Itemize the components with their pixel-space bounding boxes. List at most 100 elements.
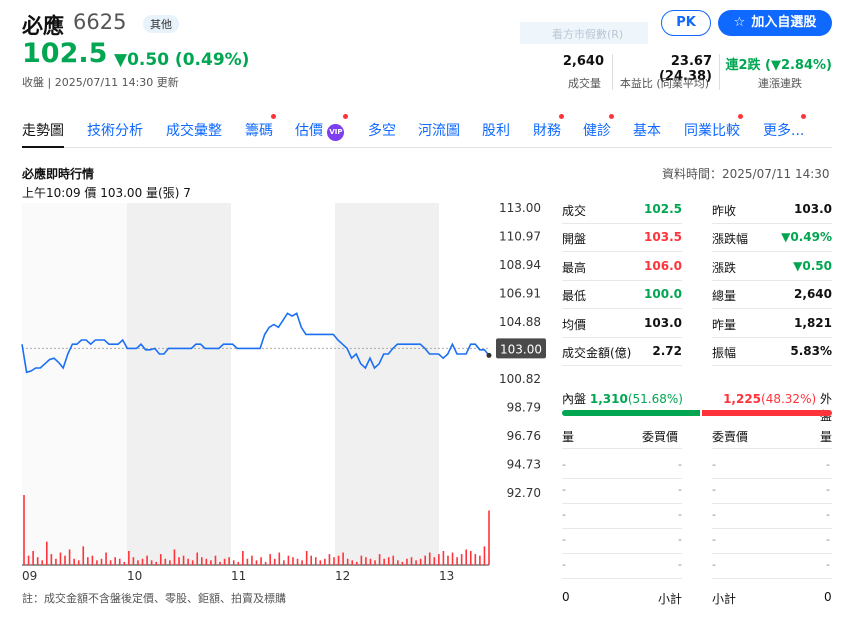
notification-dot	[559, 114, 564, 119]
y-tick-label: 108.94	[499, 258, 541, 272]
pk-button[interactable]: PK	[661, 10, 711, 36]
quote-label: 昨量	[712, 318, 737, 332]
volume-bar	[255, 560, 258, 565]
quote-label: 成交	[562, 204, 587, 218]
volume-bar	[114, 557, 116, 565]
volume-bar	[287, 555, 290, 565]
tab-label: 基本	[633, 123, 661, 139]
bid-price-cell: -	[678, 533, 682, 546]
tab-bar: 走勢圖 技術分析 成交彙整 籌碼 估價 VIP 多空 河流圖 股利 財務 健診 …	[22, 114, 832, 148]
add-watchlist-button[interactable]: ☆ 加入自選股	[718, 10, 832, 36]
outer-value: 1,225	[723, 392, 762, 406]
outer-ratio-bar	[702, 410, 832, 416]
volume-bar	[314, 557, 317, 565]
price-change: ▼0.50 (0.49%)	[114, 50, 250, 70]
vip-badge: VIP	[327, 124, 345, 141]
divider	[712, 528, 832, 529]
volume-bar	[310, 555, 313, 565]
volume-bar	[474, 554, 477, 565]
tab-label: 財務	[533, 123, 561, 139]
divider	[712, 578, 832, 579]
volume-bar	[433, 557, 436, 565]
tab-financial[interactable]: 財務	[533, 114, 564, 140]
tab-bull-bear[interactable]: 多空	[368, 120, 396, 140]
volume-bar	[137, 560, 139, 565]
tab-label: 同業比較	[684, 123, 740, 139]
last-price-tag	[496, 338, 546, 359]
ask-qty-cell: -	[826, 558, 830, 571]
volume-bar	[128, 551, 130, 565]
volume-bar	[328, 554, 331, 565]
volume-bar	[191, 560, 194, 565]
tab-basic[interactable]: 基本	[633, 120, 661, 140]
pe-ratio-value: 23.67 (24.38)	[658, 54, 712, 84]
volume-bar	[118, 558, 121, 565]
tab-trade-summary[interactable]: 成交彙整	[166, 120, 222, 140]
intraday-chart[interactable]: 113.00 110.97 108.94 106.91 104.88 103.00 100.…	[0, 0, 560, 623]
stat-divider	[719, 54, 720, 90]
volume-bar	[100, 558, 103, 565]
volume-bar	[59, 552, 62, 565]
volume-bar	[214, 555, 217, 565]
volume-bar	[27, 555, 30, 565]
bid-price-header: 委買價	[642, 430, 679, 444]
quote-row-last: 成交 102.5	[562, 196, 682, 224]
volume-bar	[324, 558, 326, 565]
ask-total-label: 小計	[712, 592, 737, 606]
stock-name: 必應	[22, 14, 64, 38]
volume-bar	[260, 557, 262, 565]
volume-bar	[55, 558, 57, 565]
bid-price-cell: -	[678, 508, 682, 521]
x-tick-label: 09	[22, 569, 37, 583]
tab-river-chart[interactable]: 河流圖	[418, 120, 460, 140]
divider	[712, 503, 832, 504]
bid-qty-cell: -	[562, 558, 566, 571]
shaded-band	[22, 203, 127, 565]
tab-label: 走勢圖	[22, 123, 64, 139]
quote-label: 漲跌	[712, 261, 737, 275]
volume-bar	[360, 555, 363, 565]
tab-health-check[interactable]: 健診	[583, 114, 614, 140]
bid-price-cell: -	[678, 483, 682, 496]
tab-trend[interactable]: 走勢圖	[22, 120, 64, 148]
quote-label: 最高	[562, 261, 587, 275]
quote-label: 開盤	[562, 232, 587, 246]
tab-chips[interactable]: 籌碼	[245, 114, 276, 140]
volume-bar	[269, 554, 271, 565]
bid-qty-cell: -	[562, 508, 566, 521]
volume-bar	[342, 552, 344, 565]
y-tick-label: 110.97	[499, 230, 541, 244]
volume-bar	[333, 557, 335, 565]
tab-technical[interactable]: 技術分析	[87, 120, 143, 140]
volume-bar	[369, 558, 372, 565]
quote-value: ▼0.49%	[781, 230, 832, 244]
volume-bar	[109, 560, 112, 565]
inner-value: 1,310	[589, 392, 628, 406]
shaded-band	[335, 203, 439, 565]
outer-label: 外盤	[819, 392, 832, 423]
tab-label: 多空	[368, 123, 396, 139]
y-tick-label: 98.79	[507, 401, 541, 415]
volume-bar	[406, 558, 408, 565]
volume-bar	[365, 557, 367, 565]
quote-row-amplitude: 振幅 5.83%	[712, 338, 832, 366]
tab-peer-compare[interactable]: 同業比較	[684, 114, 743, 140]
y-tick-label: 92.70	[507, 486, 541, 500]
volume-bar	[283, 560, 285, 565]
quote-label: 振幅	[712, 346, 737, 360]
volume-bar	[296, 558, 299, 565]
quote-row-total-volume: 總量 2,640	[712, 281, 832, 309]
quote-row-low: 最低 100.0	[562, 281, 682, 309]
divider	[562, 503, 682, 504]
tab-valuation[interactable]: 估價 VIP	[295, 114, 348, 141]
price-line	[21, 312, 490, 374]
volume-bar	[355, 561, 358, 565]
inner-pct: (51.68%)	[627, 392, 683, 406]
volume-bar	[438, 554, 440, 565]
divider	[562, 528, 682, 529]
ask-qty-cell: -	[826, 508, 830, 521]
divider	[712, 478, 832, 479]
volume-bar	[205, 558, 208, 565]
tab-more[interactable]: 更多...	[763, 114, 806, 140]
tab-dividend[interactable]: 股利	[482, 120, 510, 140]
